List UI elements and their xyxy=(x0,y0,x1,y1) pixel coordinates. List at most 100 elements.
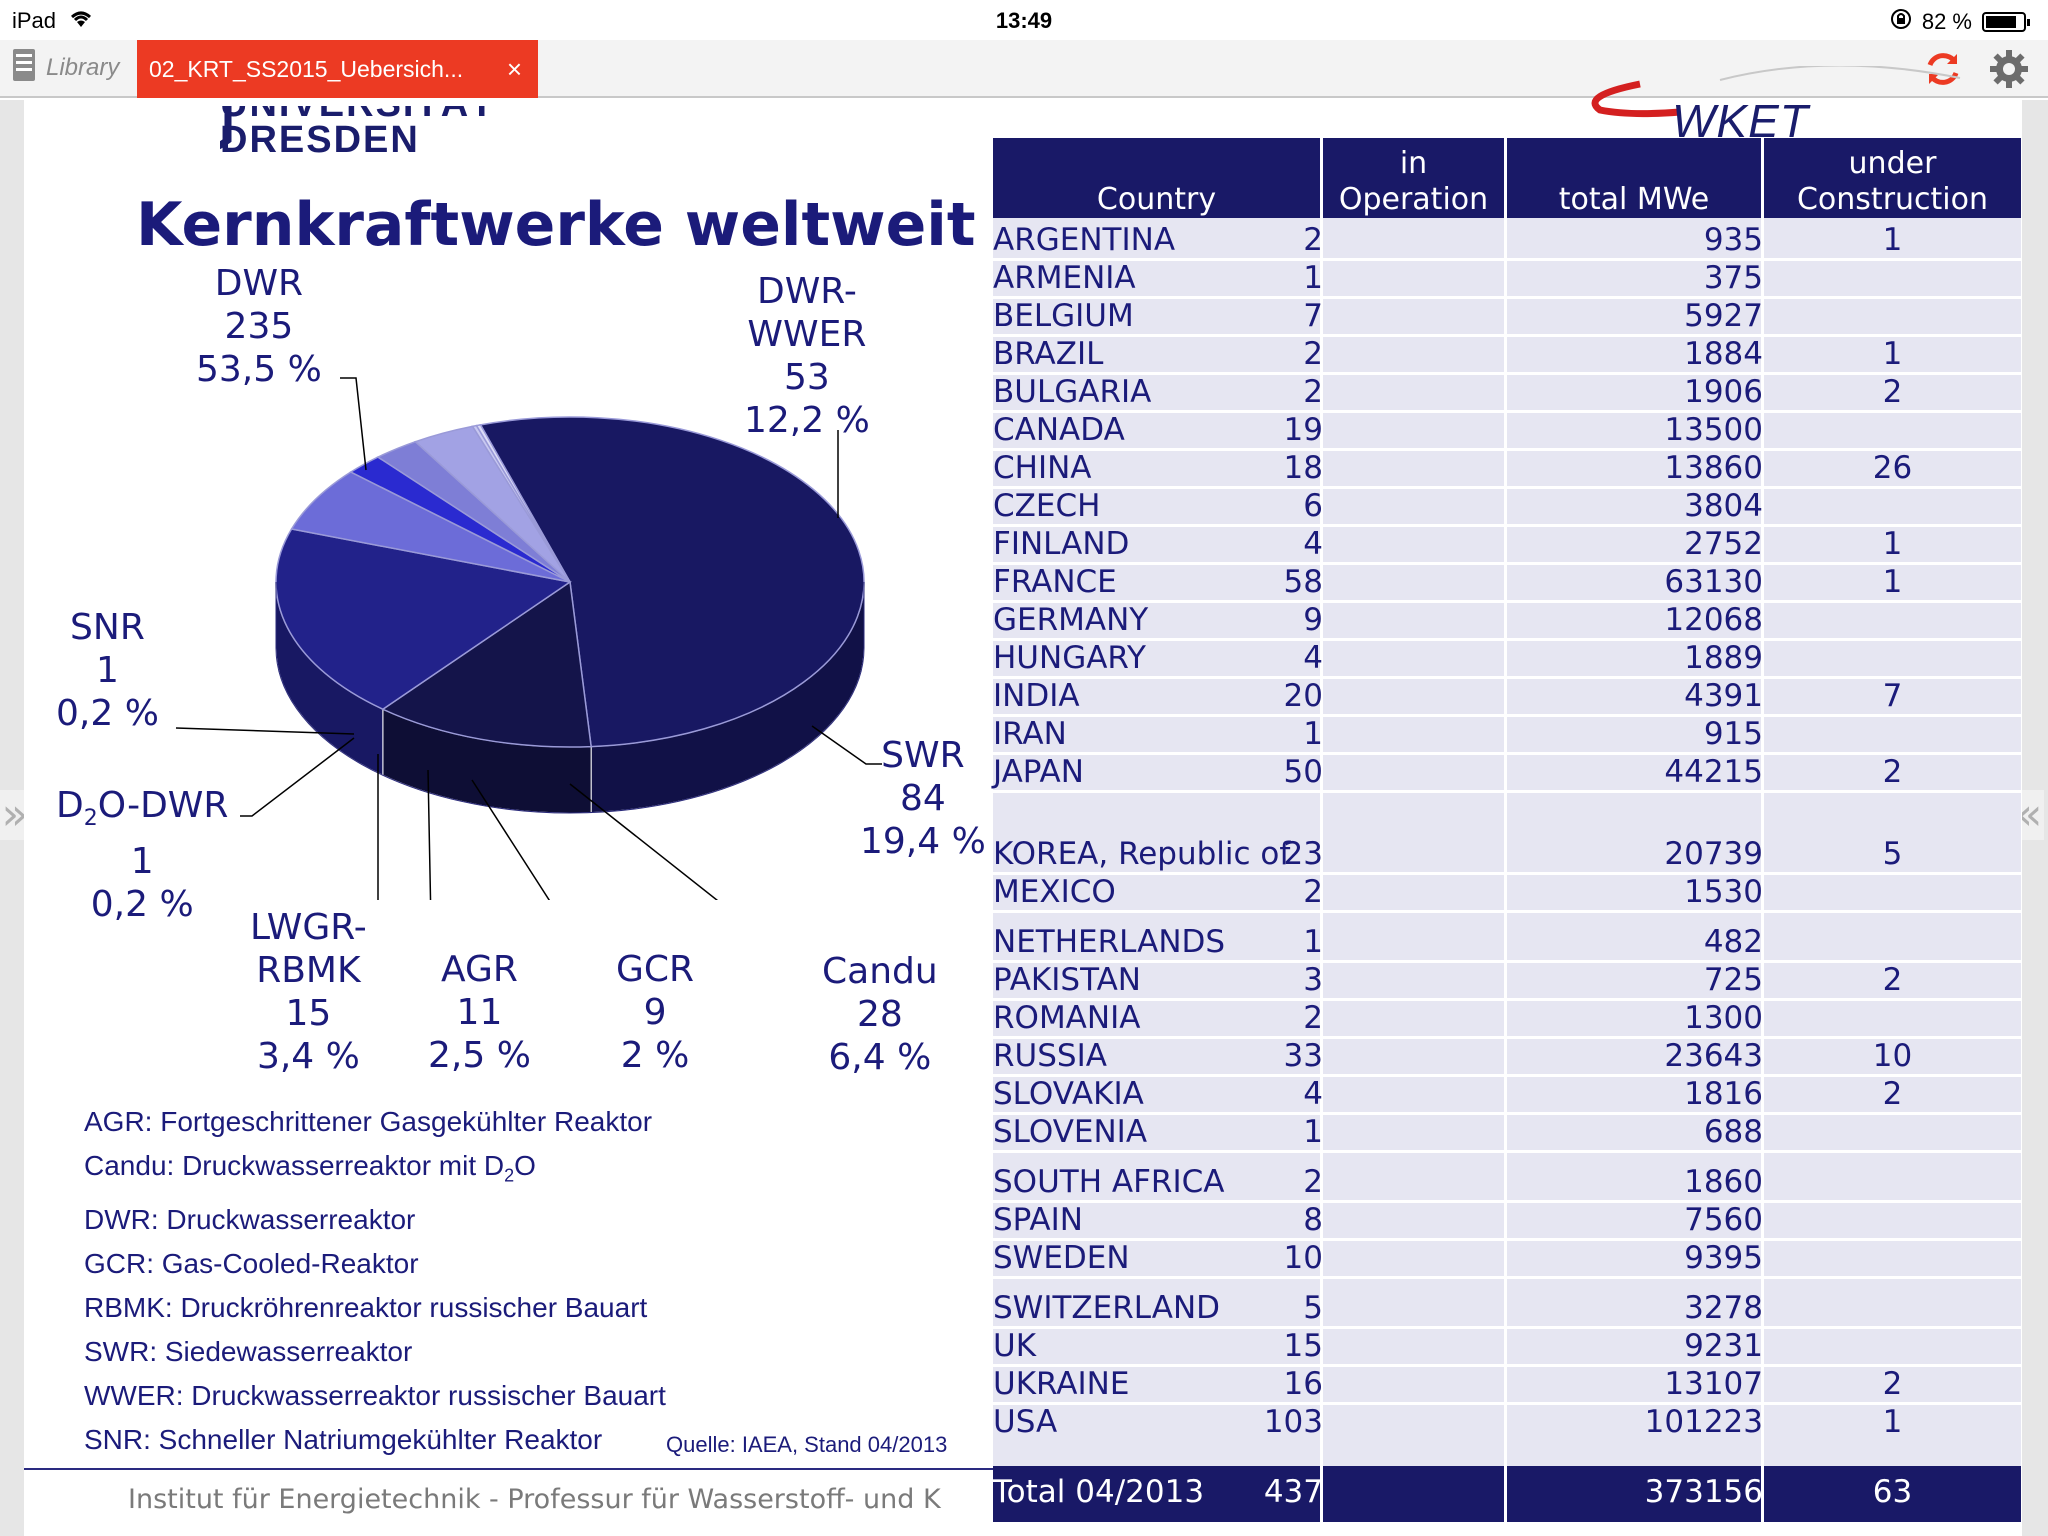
cell-mwe: 1884 xyxy=(1684,336,1763,372)
label-agr: AGR 11 2,5 % xyxy=(428,948,531,1077)
table-row: ARMENIA 1 375 xyxy=(993,256,2021,296)
header-operation: in Operation xyxy=(1323,138,1504,218)
total-mwe: 373156 xyxy=(1644,1474,1763,1510)
cell-operation: 2 xyxy=(1303,222,1323,258)
label-candu: Candu 28 6,4 % xyxy=(822,950,938,1079)
slide-title: Kernkraftwerke weltweit xyxy=(136,190,976,260)
table-row: UKRAINE 16 13107 2 xyxy=(993,1362,2021,1402)
row-divider xyxy=(993,752,2021,755)
header-operation-line2: Operation xyxy=(1338,182,1489,217)
status-right: 82 % xyxy=(1890,8,2030,36)
cell-construction: 1 xyxy=(1882,336,1903,372)
label-agr-count: 11 xyxy=(456,992,503,1033)
status-time: 13:49 xyxy=(995,8,1053,33)
cell-mwe: 1889 xyxy=(1684,640,1763,676)
cell-operation: 8 xyxy=(1303,1202,1323,1238)
table-row: BRAZIL 2 1884 1 xyxy=(993,332,2021,372)
cell-country: ARGENTINA xyxy=(993,222,1176,258)
row-divider xyxy=(993,910,2021,913)
label-rbmk-percent: 3,4 % xyxy=(256,1036,360,1077)
cell-mwe: 20739 xyxy=(1664,836,1763,872)
label-dwr-name: DWR xyxy=(214,263,304,304)
table-row: GERMANY 9 12068 xyxy=(993,598,2021,638)
label-wwer-name-1: DWR- xyxy=(756,271,857,312)
battery-icon xyxy=(1982,12,2030,32)
cell-operation: 2 xyxy=(1303,874,1323,910)
cell-country: JAPAN xyxy=(993,754,1084,790)
label-swr: SWR 84 19,4 % xyxy=(860,734,986,863)
label-gcr-name: GCR xyxy=(616,949,695,990)
label-snr-percent: 0,2 % xyxy=(56,693,159,734)
cell-country: SPAIN xyxy=(993,1202,1083,1238)
label-candu-percent: 6,4 % xyxy=(828,1037,932,1078)
label-agr-name: AGR xyxy=(441,949,518,990)
close-icon[interactable]: × xyxy=(506,54,522,84)
cell-operation: 23 xyxy=(1283,836,1323,872)
library-button[interactable]: Library xyxy=(12,48,119,88)
label-dwr: DWR 235 53,5 % xyxy=(196,262,322,391)
cell-country: ARMENIA xyxy=(993,260,1136,296)
cell-country: GERMANY xyxy=(993,602,1149,638)
cell-operation: 5 xyxy=(1303,1290,1323,1326)
cell-mwe: 1530 xyxy=(1684,874,1763,910)
header-mwe-label: total MWe xyxy=(1558,182,1710,217)
cell-country: SWEDEN xyxy=(993,1240,1130,1276)
row-divider xyxy=(993,872,2021,875)
slide-footer: Institut für Energietechnik - Professur … xyxy=(128,1484,941,1515)
label-gcr: GCR 9 2 % xyxy=(616,948,694,1077)
row-divider xyxy=(993,1364,2021,1367)
label-agr-percent: 2,5 % xyxy=(428,1035,531,1076)
table-row: INDIA 20 4391 7 xyxy=(993,674,2021,714)
header-country-label: Country xyxy=(1096,182,1217,217)
cell-mwe: 4391 xyxy=(1684,678,1763,714)
battery-percent: 82 % xyxy=(1921,9,1972,34)
wifi-icon xyxy=(68,9,94,35)
gear-icon[interactable] xyxy=(1988,48,2030,95)
cell-operation: 2 xyxy=(1303,374,1323,410)
table-row: SLOVAKIA 4 1816 2 xyxy=(993,1072,2021,1112)
row-divider xyxy=(993,1074,2021,1077)
cell-construction: 2 xyxy=(1882,1366,1903,1402)
row-divider xyxy=(993,600,2021,603)
cell-construction: 26 xyxy=(1872,450,1913,486)
cell-mwe: 1816 xyxy=(1684,1076,1763,1112)
cell-country: SLOVAKIA xyxy=(993,1076,1144,1112)
cell-operation: 1 xyxy=(1303,260,1323,296)
label-rbmk-name-1: LWGR- xyxy=(250,907,367,948)
cell-mwe: 725 xyxy=(1703,962,1763,998)
row-divider xyxy=(993,448,2021,451)
table-row: HUNGARY 4 1889 xyxy=(993,636,2021,676)
label-wwer: DWR- WWER 53 12,2 % xyxy=(744,270,870,442)
total-operation: 437 xyxy=(1263,1474,1323,1510)
status-bar: iPad 13:49 82 % xyxy=(0,0,2048,40)
cell-operation: 33 xyxy=(1283,1038,1323,1074)
cell-mwe: 9231 xyxy=(1684,1328,1763,1364)
label-d2o-percent: 0,2 % xyxy=(90,884,194,926)
cell-country: RUSSIA xyxy=(993,1038,1107,1074)
legend-item: Candu: Druckwasserreaktor mit D2O xyxy=(84,1150,536,1186)
legend-item: AGR: Fortgeschrittener Gasgekühlter Reak… xyxy=(84,1106,653,1137)
table-body: ARGENTINA 2 935 1 ARMENIA 1 375 BELGIUM 7 5927 BRA… xyxy=(993,218,2021,1466)
cell-operation: 16 xyxy=(1283,1366,1323,1402)
table-row: SWEDEN 10 9395 xyxy=(993,1236,2021,1276)
cell-operation: 19 xyxy=(1283,412,1323,448)
table-row: IRAN 1 915 xyxy=(993,712,2021,752)
cell-mwe: 5927 xyxy=(1684,298,1763,334)
cell-mwe: 688 xyxy=(1703,1114,1763,1150)
row-divider xyxy=(993,486,2021,489)
document-tab[interactable]: 02_KRT_SS2015_Uebersich... × xyxy=(137,40,538,98)
cell-operation: 58 xyxy=(1283,564,1323,600)
table-row: FRANCE 58 63130 1 xyxy=(993,560,2021,600)
cell-operation: 103 xyxy=(1263,1404,1323,1440)
cell-mwe: 1860 xyxy=(1684,1164,1763,1200)
cell-operation: 3 xyxy=(1303,962,1323,998)
row-divider xyxy=(993,524,2021,527)
cell-mwe: 3278 xyxy=(1684,1290,1763,1326)
label-wwer-percent: 12,2 % xyxy=(744,400,870,441)
cell-mwe: 375 xyxy=(1703,260,1763,296)
table-row: CZECH 6 3804 xyxy=(993,484,2021,524)
cell-mwe: 482 xyxy=(1703,924,1763,960)
table-row: RUSSIA 33 23643 10 xyxy=(993,1034,2021,1074)
cell-country: CANADA xyxy=(993,412,1125,448)
cell-mwe: 7560 xyxy=(1684,1202,1763,1238)
